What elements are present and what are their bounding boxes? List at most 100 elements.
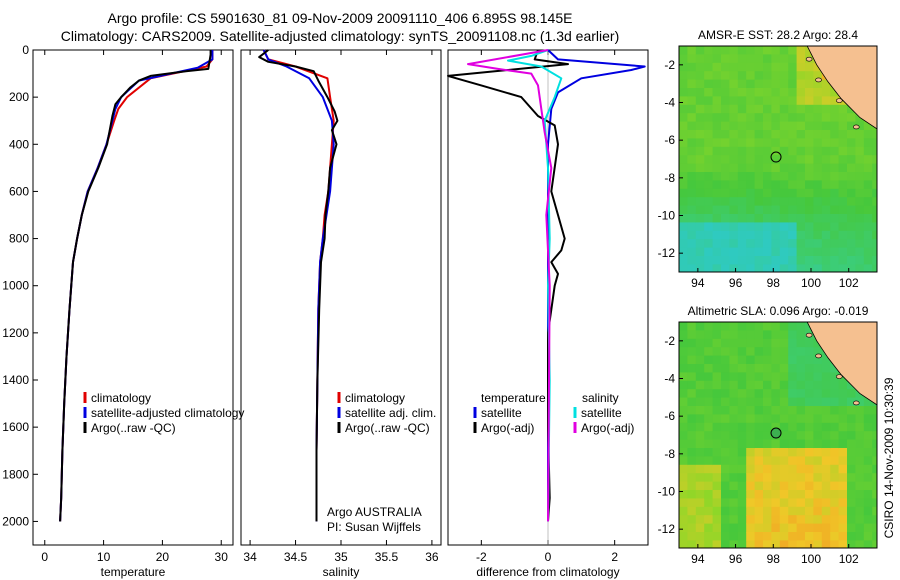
- sla_map-cell: [779, 431, 789, 441]
- sla_map-cell: [855, 481, 865, 491]
- sla_map-cell: [687, 532, 697, 541]
- sla_map-cell: [847, 414, 856, 424]
- sst_map-cell: [779, 247, 789, 257]
- sla_map-cell: [763, 498, 772, 508]
- sst_map-cell: [838, 197, 848, 207]
- sla_map-cell: [830, 532, 840, 541]
- sst_map-cell: [813, 138, 823, 148]
- salinity-annotation-line2: PI: Susan Wijffels: [327, 520, 421, 534]
- sla_map-cell: [721, 347, 730, 357]
- difference-series-0: [547, 49, 646, 522]
- sla_map-cell: [687, 422, 697, 432]
- sla_map-cell: [838, 532, 848, 541]
- sla_map-cell: [872, 481, 877, 491]
- sla_map-cell: [695, 523, 705, 533]
- sst_map-cell: [838, 247, 848, 257]
- sst_map-cell: [805, 163, 814, 173]
- sla_map-cell: [754, 347, 764, 357]
- sst_map-cell: [779, 180, 789, 190]
- sla_map-cell: [754, 448, 764, 457]
- sla_map-cell: [872, 464, 877, 474]
- sla_map-cell: [779, 448, 789, 457]
- sst_map-cell: [679, 96, 688, 106]
- sla_map-cell: [788, 481, 798, 491]
- sst_map-cell: [830, 96, 840, 106]
- sst_map-cell: [737, 155, 747, 165]
- sst_map-ytick-label: -4: [664, 96, 675, 110]
- sla_map-cell: [687, 338, 697, 348]
- sla_map-cell: [847, 498, 856, 508]
- sla_map-cell: [813, 439, 823, 449]
- sla_map-cell: [847, 406, 856, 415]
- sla_map-cell: [746, 481, 756, 491]
- sla_map-cell: [771, 540, 781, 548]
- sst_map-cell: [771, 46, 781, 55]
- sla_map-cell: [872, 456, 877, 466]
- sst_map-cell: [796, 121, 806, 131]
- sla_map-cell: [737, 372, 747, 382]
- sla_map-cell: [737, 523, 747, 533]
- sst_map-cell: [830, 205, 840, 215]
- sla_map-cell: [763, 338, 772, 348]
- salinity-xtick-label: 35: [334, 550, 348, 564]
- sla_map-cell: [813, 523, 823, 533]
- sla_map-cell: [704, 456, 714, 466]
- sst_map-island: [815, 77, 822, 83]
- sla_map-cell: [805, 540, 814, 548]
- sla_map-cell: [695, 347, 705, 357]
- sla_map-cell: [746, 422, 756, 432]
- sst_map-cell: [679, 230, 688, 240]
- sst_map-cell: [872, 197, 877, 207]
- sla_map-cell: [687, 322, 697, 331]
- sla_map-cell: [754, 431, 764, 441]
- sst_map-cell: [771, 239, 781, 249]
- sla_map-cell: [779, 456, 789, 466]
- sst_map-cell: [763, 230, 772, 240]
- sla_map-cell: [695, 540, 705, 548]
- sla_map-cell: [746, 389, 756, 399]
- sst_map-cell: [863, 205, 873, 215]
- sla_map-cell: [712, 481, 722, 491]
- sla_map-cell: [847, 422, 856, 432]
- sla_map-cell: [796, 355, 806, 365]
- sst_map-cell: [855, 230, 865, 240]
- sst_map-cell: [771, 96, 781, 106]
- sst_map-cell: [737, 230, 747, 240]
- sla_map-cell: [679, 372, 688, 382]
- sst_map-cell: [805, 188, 814, 198]
- sst_map-cell: [754, 163, 764, 173]
- sst_map-cell: [771, 230, 781, 240]
- sla_map-cell: [712, 473, 722, 483]
- sst_map-cell: [805, 180, 814, 190]
- sla_map-cell: [721, 532, 730, 541]
- sla_map-cell: [746, 397, 756, 407]
- sst_map-ytick-label: -10: [658, 209, 676, 223]
- sla_map-cell: [796, 523, 806, 533]
- sla_map-cell: [779, 515, 789, 525]
- sla_map-cell: [695, 506, 705, 516]
- sla_map-cell: [763, 473, 772, 483]
- sst_map-cell: [737, 205, 747, 215]
- sst_map-cell: [838, 222, 848, 232]
- sst_map-cell: [712, 163, 722, 173]
- sla_map-cell: [855, 540, 865, 548]
- sla_map-cell: [763, 347, 772, 357]
- sst_map-cell: [695, 239, 705, 249]
- sst_map-cell: [754, 146, 764, 156]
- sla_map-cell: [695, 490, 705, 499]
- sla_map-cell: [855, 431, 865, 441]
- sla_map-cell: [679, 523, 688, 533]
- sst_map-cell: [695, 188, 705, 198]
- sla_map-cell: [754, 406, 764, 415]
- sst_map-cell: [788, 130, 798, 139]
- sla_map-cell: [863, 540, 873, 548]
- sst_map-cell: [687, 230, 697, 240]
- sla_map-cell: [763, 506, 772, 516]
- sst_map-cell: [855, 247, 865, 257]
- sst_map-cell: [712, 121, 722, 131]
- sst_map-cell: [796, 172, 806, 181]
- sla_map-cell: [679, 322, 688, 331]
- sla_map-cell: [721, 414, 730, 424]
- sst_map-cell: [788, 113, 798, 123]
- sst_map-cell: [729, 188, 739, 198]
